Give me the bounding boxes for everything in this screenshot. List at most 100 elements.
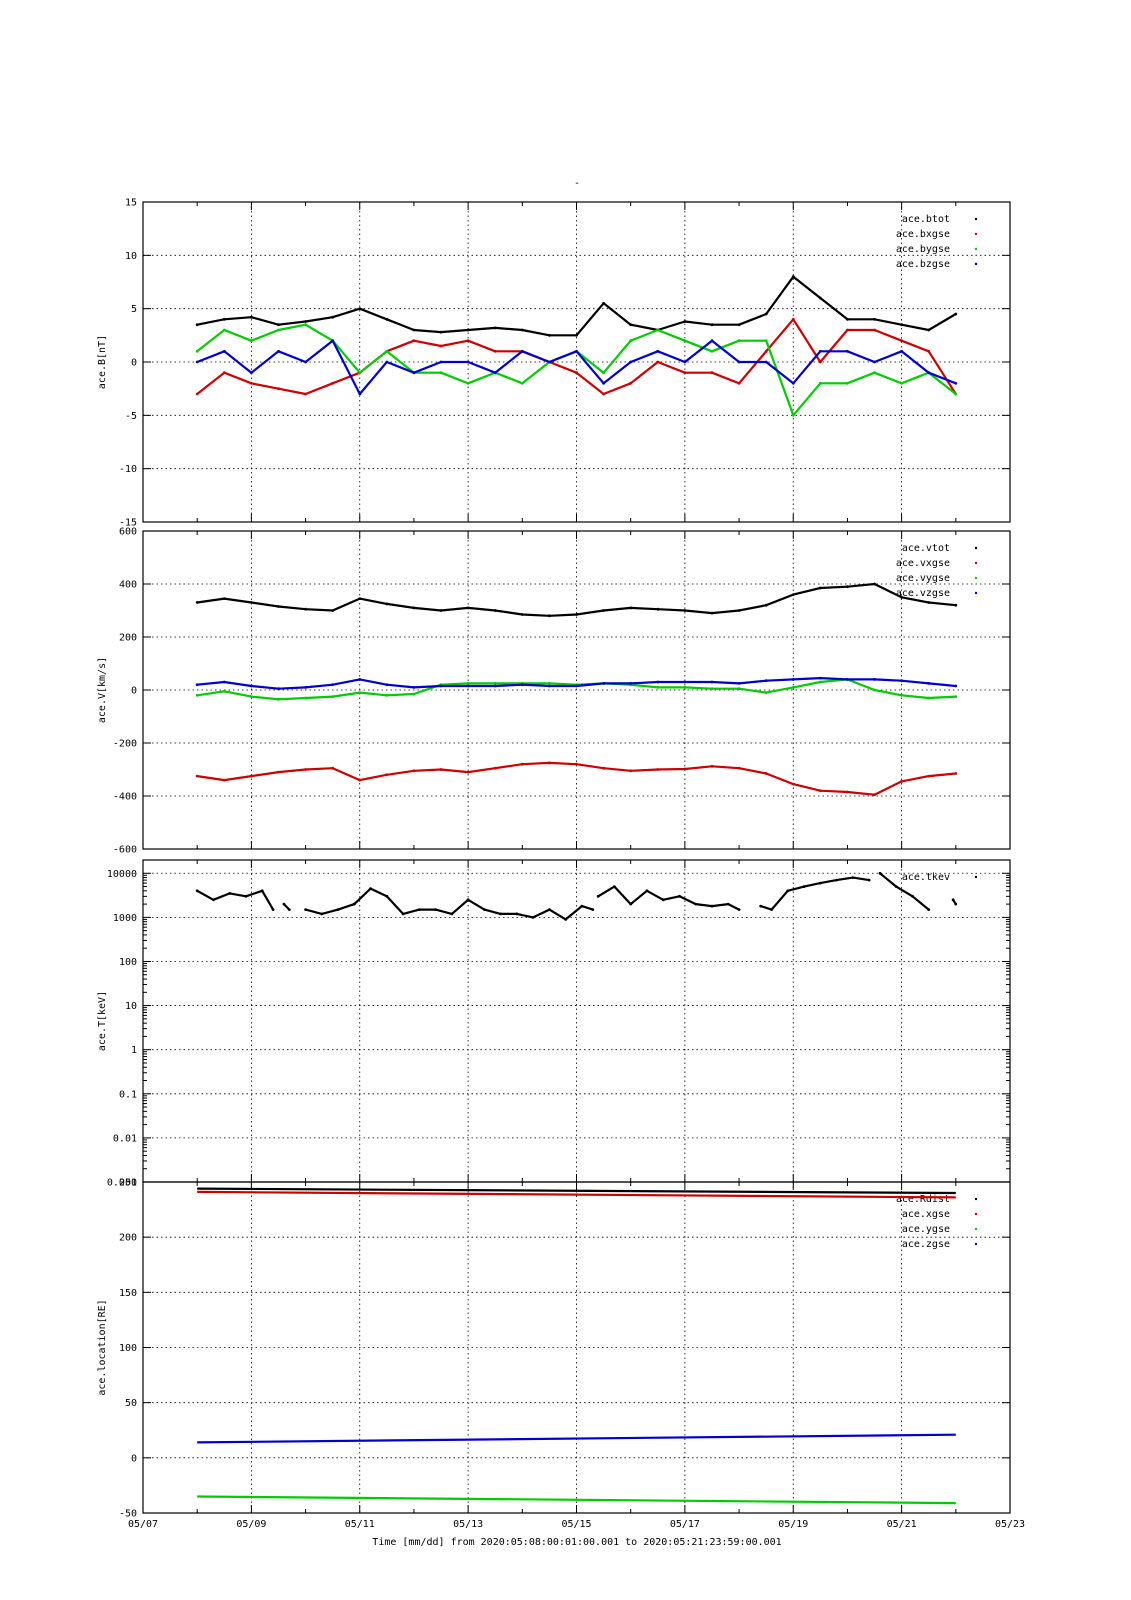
data-point [694, 902, 698, 906]
data-point [927, 908, 931, 911]
data-point [271, 908, 275, 911]
data-point [927, 696, 931, 700]
data-point [846, 317, 849, 321]
legend-entry: ace.bxgse [896, 229, 950, 240]
legend-marker [974, 1212, 978, 1216]
data-point [336, 908, 340, 911]
data-point [737, 766, 741, 770]
data-point [520, 683, 524, 687]
data-point [222, 680, 226, 684]
data-point [439, 330, 443, 334]
data-point [678, 894, 681, 898]
y-tick-label: 600 [119, 527, 137, 538]
legend-entry: ace.tkev [902, 872, 950, 883]
data-point [250, 381, 253, 385]
data-point [385, 683, 389, 687]
data-point [726, 902, 730, 906]
plot-frame [142, 1181, 1011, 1514]
data-point [900, 349, 903, 353]
y-tick-label: -10 [119, 464, 137, 475]
y-tick-label: 10 [125, 251, 137, 262]
data-point [212, 898, 215, 902]
data-point [195, 392, 199, 396]
data-point [710, 611, 714, 615]
data-point [358, 307, 362, 311]
data-point [520, 762, 524, 766]
panel-1: 15 10 5 0 -5 -10 -15 ace.B[nT] ace.btot ace.bxgse… [97, 198, 1011, 529]
data-point [894, 885, 898, 888]
panel-3: 10000 1000 100 10 1 0.1 0.01 0.001 ace.T[keV] ace… [97, 859, 1011, 1189]
data-point [786, 889, 790, 893]
legend-entry: ace.ygse [902, 1224, 950, 1235]
panels: 151050-5-10-15ace.B[nT]ace.btotace.bxgse… [97, 198, 1011, 1520]
data-point [385, 360, 389, 364]
data-point [954, 392, 958, 396]
y-tick-label: 250 [119, 1178, 137, 1189]
data-point [802, 885, 806, 888]
y-tick-label: 100 [119, 1343, 137, 1354]
data-point [900, 595, 903, 599]
data-point [244, 894, 248, 898]
data-point [304, 908, 307, 911]
data-point [629, 360, 633, 364]
data-point [222, 328, 226, 332]
data-point [710, 323, 714, 327]
y-tick-label: 0 [131, 686, 137, 697]
data-point [710, 349, 714, 353]
data-point [222, 597, 226, 600]
data-point [548, 684, 551, 688]
series-ace-zgse [197, 1433, 956, 1444]
data-point [818, 881, 822, 885]
data-point [520, 349, 524, 353]
data-point [385, 317, 389, 321]
data-point [439, 609, 443, 612]
y-axis-label: ace.T[keV] [97, 991, 108, 1051]
data-point [764, 339, 768, 343]
data-point [791, 593, 795, 596]
data-point [466, 339, 470, 343]
data-point [764, 772, 768, 775]
data-point [737, 908, 741, 911]
data-point [520, 328, 524, 332]
data-point [222, 349, 226, 353]
series-ace-xgse [197, 1190, 956, 1199]
data-point [656, 328, 660, 332]
data-point [385, 602, 389, 606]
data-point [575, 333, 578, 337]
plot-frame [142, 530, 1011, 850]
data-point [602, 766, 605, 770]
data-point [629, 682, 633, 685]
data-point [791, 678, 795, 681]
data-point [629, 606, 633, 610]
data-point [331, 339, 335, 343]
x-tick-label: 05/17 [670, 1519, 700, 1530]
data-point [358, 371, 362, 375]
legend-marker [974, 875, 978, 879]
data-point [358, 678, 362, 681]
data-point [304, 768, 307, 771]
legend-marker [974, 561, 978, 565]
data-point [412, 328, 416, 332]
data-point [277, 387, 280, 391]
data-point [548, 761, 551, 765]
data-point [764, 603, 768, 607]
data-point [412, 606, 416, 610]
data-point [791, 782, 795, 786]
data-point [602, 609, 605, 612]
data-point [331, 381, 335, 385]
data-point [250, 684, 253, 688]
data-point [602, 682, 605, 685]
x-tick-label: 05/23 [995, 1519, 1025, 1530]
legend-entry: ace.vxgse [896, 558, 950, 569]
y-tick-label: -15 [119, 518, 137, 529]
data-point [878, 871, 882, 875]
data-point [818, 381, 822, 385]
data-point [954, 684, 958, 688]
data-point [412, 371, 416, 375]
y-tick-label: -200 [113, 739, 137, 750]
data-point [250, 601, 253, 604]
legend-marker [974, 1227, 978, 1231]
y-tick-label: 100 [119, 957, 137, 968]
data-point [656, 349, 660, 353]
